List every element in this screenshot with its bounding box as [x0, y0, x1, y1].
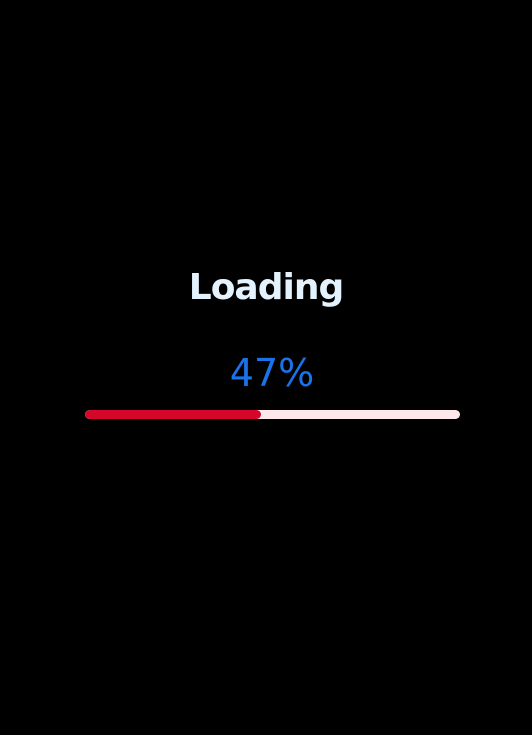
progress-bar-track [85, 410, 460, 419]
progress-bar-fill [85, 410, 262, 419]
loading-title: Loading [188, 267, 344, 308]
progress-percent-text: 47% [229, 351, 315, 395]
